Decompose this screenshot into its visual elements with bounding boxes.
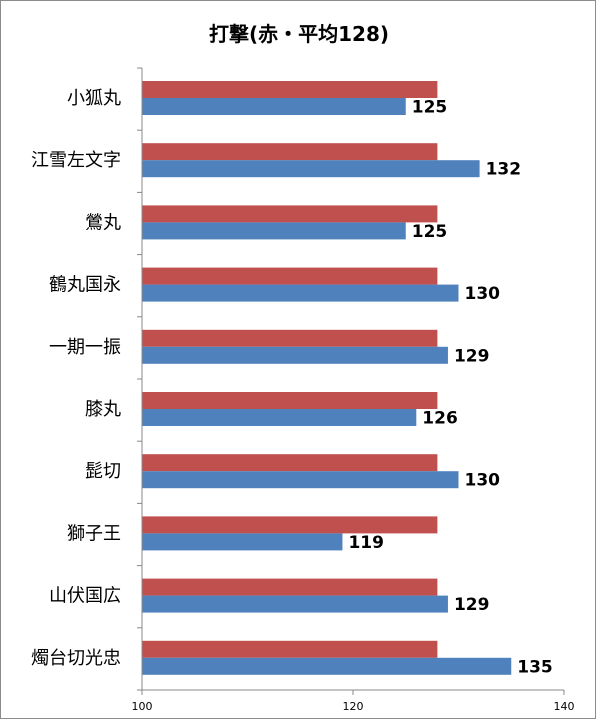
bar-blue-3 [142,284,459,302]
data-label-8: 129 [454,595,490,615]
x-tick-label-0: 100 [132,700,153,713]
chart-title: 打撃(赤・平均128) [209,22,389,46]
x-axis: 100 120 140 [132,67,575,713]
data-label-2: 125 [412,222,448,242]
bar-red-0 [142,81,438,98]
bar-blue-0 [142,98,406,115]
bar-red-8 [142,578,438,596]
bar-blue-8 [142,595,448,613]
chart-frame: 打撃(赤・平均128) 小狐丸江雪左文字鶯丸鶴丸国永一期一振膝丸髭切獅子王山伏国… [0,0,596,719]
bar-blue-2 [142,222,406,240]
category-label-5: 膝丸 [85,399,121,420]
bar-red-5 [142,392,438,409]
bar-blue-6 [142,471,459,489]
data-label-1: 132 [486,160,521,180]
bar-red-6 [142,454,438,472]
bar-blue-1 [142,160,480,178]
bar-red-4 [142,329,438,347]
category-label-4: 一期一振 [49,337,121,358]
category-label-2: 鶯丸 [85,212,121,233]
bar-red-2 [142,205,438,223]
category-label-1: 江雪左文字 [31,150,121,171]
data-labels: 125 132 125 130 129 126 130 119 129 135 [348,98,552,678]
data-label-5: 126 [422,409,458,429]
category-label-7: 獅子王 [67,523,121,544]
data-label-9: 135 [517,657,553,677]
data-label-0: 125 [412,98,448,118]
bar-blue-7 [142,533,343,551]
category-label-0: 小狐丸 [67,88,121,109]
bar-red-7 [142,516,438,534]
category-label-8: 山伏国広 [49,586,121,607]
category-label-6: 髭切 [85,460,121,482]
data-label-6: 130 [465,471,501,491]
category-label-3: 鶴丸国永 [49,275,121,296]
chart: 打撃(赤・平均128) 小狐丸江雪左文字鶯丸鶴丸国永一期一振膝丸髭切獅子王山伏国… [31,22,575,713]
category-label-9: 燭台切光忠 [31,648,121,669]
bar-blue-4 [142,346,448,364]
bar-red-3 [142,267,438,285]
bar-red-1 [142,143,438,161]
data-label-7: 119 [348,533,384,553]
bar-red-9 [142,640,438,658]
bar-blue-5 [142,409,417,426]
x-tick-label-1: 120 [343,700,364,713]
data-label-3: 130 [465,284,501,304]
bar-blue-9 [142,657,512,675]
data-label-4: 129 [454,346,490,366]
x-tick-label-2: 140 [554,700,575,713]
bars-group [142,81,512,675]
